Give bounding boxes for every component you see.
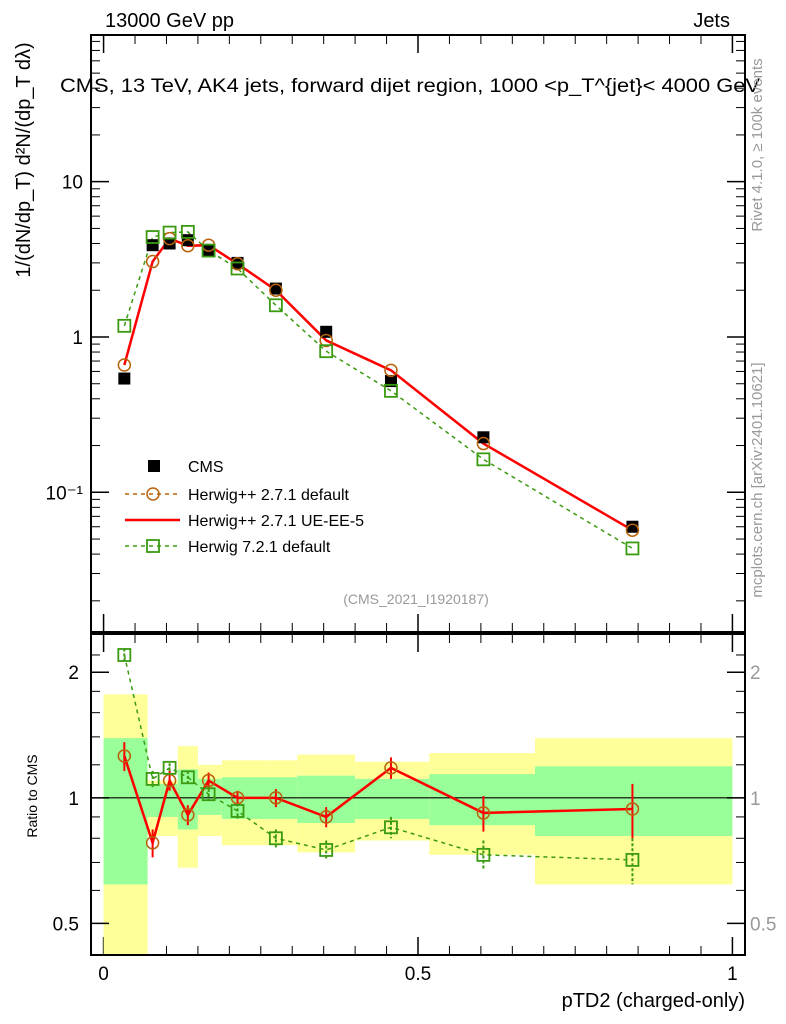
y-axis-label: 1/(dN/dp_T) d²N/(dp_T dλ) [13, 42, 35, 277]
ratio-herwigpp-default-point [145, 836, 160, 850]
legend-label: Herwig++ 2.7.1 default [188, 487, 350, 504]
herwigpp-default-point [181, 238, 195, 253]
ratio-herwigpp-default-point [117, 749, 132, 763]
ratio-herwig7-point [268, 831, 283, 846]
ratio-herwig7-point [145, 772, 160, 786]
ratio-y-label: Ratio to CMS [24, 754, 40, 837]
herwigpp-default-point [117, 358, 132, 372]
rivet-label: Rivet 4.1.0, ≥ 100k events [749, 58, 766, 231]
legend-label: Herwig 7.2.1 default [188, 539, 331, 556]
green-band [197, 778, 222, 815]
ratio-herwigpp-default-point [269, 791, 283, 805]
cms-point [118, 372, 131, 385]
herwig7-point [230, 261, 245, 276]
x-tick-label: 0.5 [405, 964, 431, 985]
legend: CMS Herwig++ 2.7.1 default Herwig++ 2.7.1 … [125, 459, 364, 556]
herwig7-point [319, 344, 334, 359]
y-tick-label: 1 [72, 328, 83, 349]
herwigpp-default-point [625, 523, 640, 537]
herwig7-point [117, 318, 132, 333]
herwig7-point [384, 383, 398, 398]
herwig7-point [145, 230, 160, 244]
x-axis-label: pTD2 (charged-only) [562, 990, 745, 1012]
green-band [429, 774, 535, 826]
ratio-herwig7-point [476, 847, 491, 862]
herwigpp-default-point [384, 363, 398, 378]
ratio-y-tick-label-right: 0.5 [750, 914, 776, 935]
ratio-herwig7-point [625, 852, 640, 867]
herwigpp-default-point [145, 254, 160, 269]
y-tick-label: 10⁻¹ [46, 483, 84, 504]
ratio-herwigpp-default-point [319, 810, 333, 824]
green-band [147, 783, 178, 817]
ratio-herwig7-point [162, 760, 177, 775]
legend-label: Herwig++ 2.7.1 UE-EE-5 [188, 513, 364, 530]
herwig7-point [268, 298, 283, 313]
herwigpp-default-point [319, 333, 333, 348]
herwigpp-default-point [476, 436, 491, 451]
cms-point [626, 520, 639, 533]
herwig7-point [476, 452, 491, 467]
ratio-y-tick-label: 0.5 [53, 914, 79, 935]
ratio-herwigpp-default-point [625, 802, 640, 816]
ratio-herwigpp-default-point [476, 806, 491, 820]
herwig7-point [162, 225, 177, 240]
herwig7-point [201, 243, 216, 258]
green-band [177, 769, 198, 830]
herwig7-point [180, 224, 195, 239]
legend-cms-marker [148, 460, 160, 472]
main-title: CMS, 13 TeV, AK4 jets, forward dijet reg… [60, 76, 760, 97]
header-right: Jets [693, 10, 730, 32]
ratio-herwig7-point [384, 820, 398, 835]
ratio-herwig7-point [201, 787, 216, 802]
green-band [355, 778, 430, 819]
ratio-y-tick-label: 2 [68, 663, 79, 684]
ratio-frame [90, 633, 746, 956]
analysis-id: (CMS_2021_I1920187) [343, 591, 489, 607]
ratio-herwig7-point [230, 804, 245, 818]
x-tick-label: 1 [727, 964, 738, 985]
ratio-y-tick-label-right: 2 [750, 663, 761, 684]
legend-marker [146, 539, 160, 553]
mcplots-label: mcplots.cern.ch [arXiv:2401.10621] [749, 362, 766, 597]
cms-point [146, 239, 159, 252]
ratio-herwig7-point [319, 843, 334, 857]
ratio-herwig7-line [123, 654, 633, 861]
legend-marker [146, 487, 160, 501]
legend-label: CMS [188, 459, 224, 476]
ratio-y-tick-label-right: 1 [750, 789, 761, 810]
ratio-herwigpp-default-point [384, 761, 398, 775]
herwig7-point [625, 541, 640, 556]
x-tick-label: 0 [98, 964, 109, 985]
y-tick-label: 10 [62, 173, 83, 194]
herwigpp-default-point [269, 283, 283, 297]
header-left: 13000 GeV pp [105, 10, 234, 32]
ratio-y-tick-label: 1 [68, 789, 79, 810]
ratio-herwig7-point [117, 648, 132, 662]
cms-point [163, 237, 176, 250]
ratio-herwigpp-default-point [230, 791, 245, 805]
ratio-herwig7-point [180, 770, 195, 785]
ratio-herwigpp-default-point [181, 808, 195, 822]
green-band [534, 766, 733, 837]
ratio-herwigpp-default-point [201, 773, 216, 788]
